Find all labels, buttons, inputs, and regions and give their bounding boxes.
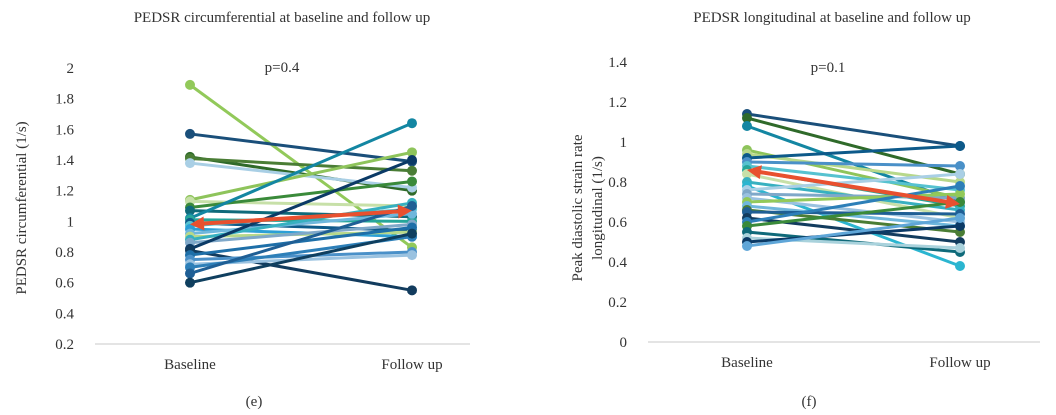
y-ticks: 0 0.2 0.4 0.6 0.8 1 1.2 1.4 <box>608 55 627 351</box>
y-tick-label: 1.4 <box>608 55 627 71</box>
y-tick-label: 1.2 <box>608 95 627 111</box>
baseline-point <box>742 241 752 251</box>
baseline-point <box>185 128 195 139</box>
mean-arrow-head-left <box>190 216 205 231</box>
followup-point <box>955 161 965 171</box>
series-line <box>188 158 414 251</box>
x-tick-label: Follow up <box>381 357 442 373</box>
series-line <box>188 204 414 275</box>
series-line <box>188 121 414 220</box>
followup-point <box>407 250 417 261</box>
mean-arrow <box>747 165 960 209</box>
x-tick-label: Follow up <box>929 355 990 371</box>
series-line <box>188 232 414 285</box>
x-tick-label: Baseline <box>164 357 216 373</box>
followup-point <box>955 181 965 191</box>
followup-point <box>955 141 965 151</box>
chart-panel-f: PEDSR longitudinal at baseline and follo… <box>570 10 1040 410</box>
series-line <box>745 112 962 148</box>
series-line <box>745 144 962 160</box>
y-tick-label: 0 <box>620 335 628 351</box>
followup-point <box>407 147 417 158</box>
followup-point <box>955 261 965 271</box>
series-line <box>188 132 414 164</box>
y-tick-label: 0.8 <box>608 175 627 191</box>
y-tick-label: 1 <box>67 214 75 230</box>
series-line <box>188 250 414 262</box>
y-axis-label-line-1: Peak diastolic strain rate <box>570 134 586 281</box>
chart-title: PEDSR longitudinal at baseline and follo… <box>693 10 970 26</box>
series-line <box>188 156 414 173</box>
x-ticks: Baseline Follow up <box>164 357 442 373</box>
mean-arrow <box>190 204 412 231</box>
chart-title: PEDSR circumferential at baseline and fo… <box>134 10 431 26</box>
mean-arrow-head-right <box>397 204 412 219</box>
series-line <box>745 200 962 228</box>
series-line <box>745 164 962 192</box>
followup-point <box>407 118 417 129</box>
series-lines <box>742 109 965 271</box>
x-tick-label: Baseline <box>721 355 773 371</box>
series-lines <box>185 79 417 296</box>
series-line <box>745 192 962 204</box>
baseline-point <box>185 277 195 288</box>
x-ticks: Baseline Follow up <box>721 355 990 371</box>
y-tick-label: 0.6 <box>608 215 627 231</box>
y-tick-label: 0.2 <box>608 295 627 311</box>
series-line <box>188 150 414 202</box>
series-line <box>745 184 962 224</box>
baseline-point <box>185 158 195 169</box>
y-tick-label: 0.2 <box>55 337 74 353</box>
series-line <box>745 160 962 168</box>
mean-arrow-head-left <box>747 165 762 180</box>
p-value-annotation: p=0.1 <box>811 60 846 76</box>
y-tick-label: 0.6 <box>55 276 74 292</box>
y-tick-label: 1 <box>620 135 628 151</box>
followup-point <box>407 201 417 211</box>
baseline-point <box>185 205 195 216</box>
y-axis-label-line-2: longitudinal (1/s) <box>590 156 606 260</box>
y-tick-label: 0.8 <box>55 245 74 261</box>
followup-point <box>407 165 417 176</box>
panel-label: (f) <box>802 394 817 410</box>
followup-point <box>407 155 417 165</box>
y-tick-label: 0.4 <box>608 255 627 271</box>
mean-arrow-head-right <box>945 194 960 209</box>
baseline-point <box>742 121 752 131</box>
chart-panel-e: PEDSR circumferential at baseline and fo… <box>14 10 470 410</box>
followup-point <box>955 213 965 223</box>
baseline-point <box>742 113 752 123</box>
series-line <box>745 216 962 248</box>
followup-point <box>955 189 965 199</box>
mean-arrow-shaft <box>756 169 951 205</box>
y-tick-label: 1.6 <box>55 122 74 138</box>
p-value-annotation: p=0.4 <box>265 60 300 76</box>
y-tick-label: 2 <box>67 61 75 77</box>
y-ticks: 0.2 0.4 0.6 0.8 1 1.2 1.4 1.6 1.8 2 <box>55 61 74 353</box>
baseline-point <box>185 268 195 279</box>
followup-point <box>955 221 965 231</box>
y-tick-label: 1.4 <box>55 153 74 169</box>
followup-point <box>955 243 965 253</box>
panel-label: (e) <box>246 394 263 410</box>
series-line <box>745 172 962 192</box>
mean-arrow-shaft <box>199 209 403 226</box>
y-tick-label: 0.4 <box>55 306 74 322</box>
series-line <box>188 222 414 245</box>
series-line <box>745 224 962 244</box>
y-axis-label: PEDSR circumferential (1/s) <box>14 121 30 294</box>
baseline-point <box>185 79 195 90</box>
followup-point <box>407 176 417 187</box>
y-tick-label: 1.2 <box>55 184 74 200</box>
followup-point <box>407 285 417 296</box>
y-tick-label: 1.8 <box>55 92 74 108</box>
followup-point <box>407 228 417 239</box>
followup-point <box>955 169 965 179</box>
